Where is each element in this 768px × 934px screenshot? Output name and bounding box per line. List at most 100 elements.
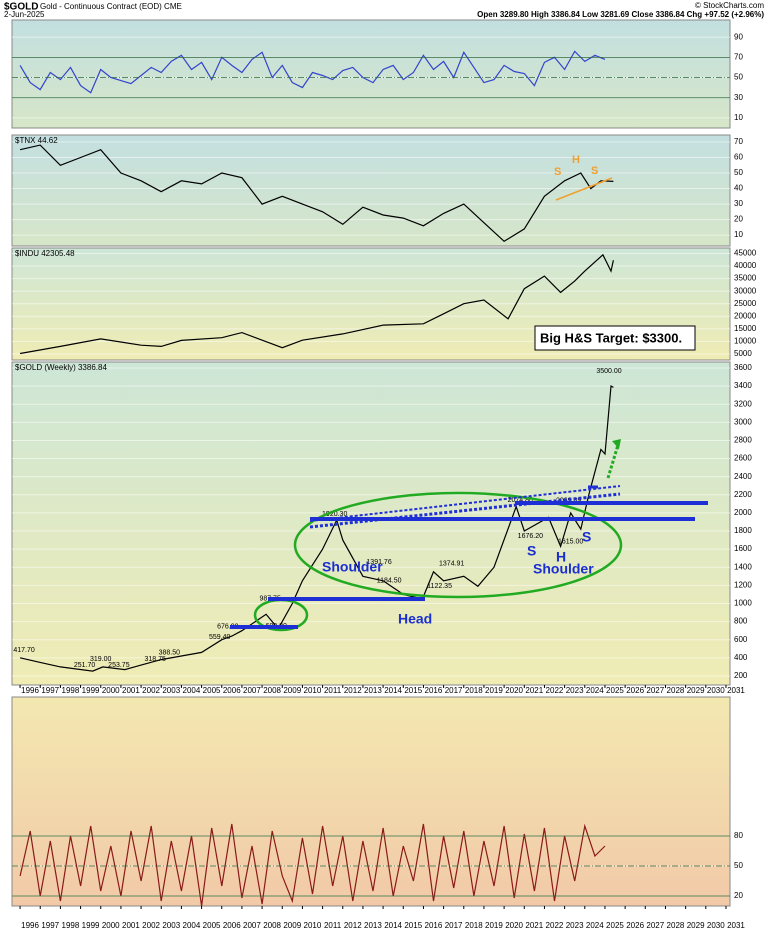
- x-tick-label: 2005: [203, 686, 221, 695]
- y-tick-label: 30: [734, 93, 743, 102]
- y-tick-label: 10: [734, 230, 743, 239]
- price-line: [19, 823, 606, 907]
- price-label: 1374.91: [439, 560, 464, 567]
- shoulder-right: Shoulder: [533, 561, 594, 577]
- price-label: 1122.35: [427, 583, 452, 590]
- y-tick-label: 30000: [734, 286, 757, 295]
- price-label: 251.70: [74, 662, 96, 669]
- y-tick-label: 3400: [734, 381, 752, 390]
- y-tick-label: 10000: [734, 337, 757, 346]
- x-tick-label: 2023: [566, 921, 584, 930]
- price-label: 3500.00: [596, 368, 621, 375]
- y-tick-label: 50: [734, 861, 743, 870]
- y-tick-label: 1400: [734, 562, 752, 571]
- y-tick-label: 1000: [734, 599, 752, 608]
- x-tick-label: 2007: [243, 686, 261, 695]
- y-tick-label: 35000: [734, 274, 757, 283]
- x-tick-label: 1996: [21, 921, 39, 930]
- price-label: 2074.80: [508, 497, 533, 504]
- small-h: H: [556, 549, 566, 565]
- x-tick-label: 2029: [687, 686, 705, 695]
- x-tick-label: 2030: [707, 921, 725, 930]
- x-tick-label: 2017: [445, 921, 463, 930]
- backgrounds: [11, 19, 731, 907]
- y-tick-label: 5000: [734, 349, 752, 358]
- y-tick-label: 25000: [734, 299, 757, 308]
- x-tick-label: 2019: [485, 686, 503, 695]
- y-tick-label: 30: [734, 199, 743, 208]
- x-tick-label: 2023: [566, 686, 584, 695]
- x-tick-label: 2006: [223, 686, 241, 695]
- y-tick-label: 40000: [734, 261, 757, 270]
- x-tick-label: 2000: [102, 921, 120, 930]
- price-label: 559.40: [209, 634, 231, 641]
- price-label: 388.50: [159, 650, 181, 657]
- y-tick-label: 3000: [734, 417, 752, 426]
- panel-title: $TNX 44.62: [15, 136, 58, 145]
- head: Head: [398, 611, 432, 627]
- y-tick-label: 70: [734, 137, 743, 146]
- y-tick-label: 50: [734, 168, 743, 177]
- panel-title: $INDU 42305.48: [15, 249, 75, 258]
- x-tick-label: 2011: [324, 686, 342, 695]
- x-tick-label: 2002: [142, 686, 160, 695]
- price-line: [19, 385, 614, 672]
- x-tick-label: 1999: [82, 921, 100, 930]
- y-tick-label: 40: [734, 184, 743, 193]
- x-tick-label: 2021: [525, 686, 543, 695]
- small-s2: S: [582, 529, 591, 545]
- panel: [11, 696, 731, 907]
- x-tick-label: 1997: [41, 921, 59, 930]
- x-tick-label: 2003: [162, 921, 180, 930]
- x-tick-label: 2022: [546, 686, 564, 695]
- x-tick-label: 2027: [646, 921, 664, 930]
- panel-title: $GOLD (Weekly) 3386.84: [15, 363, 107, 372]
- y-tick-label: 2800: [734, 436, 752, 445]
- y-tick-label: 2200: [734, 490, 752, 499]
- y-tick-label: 2400: [734, 472, 752, 481]
- x-tick-label: 2004: [183, 686, 201, 695]
- x-tick-label: 2030: [707, 686, 725, 695]
- x-tick-label: 2010: [304, 686, 322, 695]
- x-tick-label: 1998: [62, 686, 80, 695]
- x-tick-label: 2004: [183, 921, 201, 930]
- x-tick-label: 2014: [384, 921, 402, 930]
- x-tick-label: 2007: [243, 921, 261, 930]
- y-tick-label: 1800: [734, 526, 752, 535]
- x-tick-label: 2015: [404, 921, 422, 930]
- tnx-h: H: [572, 154, 580, 166]
- quote: Open 3289.80 High 3386.84 Low 3281.69 Cl…: [477, 10, 764, 19]
- y-tick-label: 600: [734, 635, 748, 644]
- x-tick-label: 1997: [41, 686, 59, 695]
- y-tick-label: 50: [734, 73, 743, 82]
- x-tick-label: 1996: [21, 686, 39, 695]
- y-tick-label: 80: [734, 831, 743, 840]
- price-line: [19, 144, 614, 243]
- x-tick-label: 2016: [425, 921, 443, 930]
- x-tick-label: 2013: [364, 686, 382, 695]
- panel: [11, 361, 731, 686]
- price-label: 318.75: [144, 656, 166, 663]
- x-tick-label: 2001: [122, 921, 140, 930]
- y-tick-label: 1600: [734, 544, 752, 553]
- name: Gold - Continuous Contract (EOD) CME: [40, 2, 182, 11]
- x-tick-label: 2011: [324, 921, 342, 930]
- x-tick-label: 2002: [142, 921, 160, 930]
- small-s: S: [527, 543, 536, 559]
- price-label: 1676.20: [518, 533, 543, 540]
- x-tick-label: 2022: [546, 921, 564, 930]
- x-tick-label: 2010: [304, 921, 322, 930]
- panel: [11, 134, 731, 247]
- y-tick-label: 20: [734, 891, 743, 900]
- x-tick-label: 2021: [525, 921, 543, 930]
- x-tick-label: 2005: [203, 921, 221, 930]
- price-label: 253.75: [108, 662, 130, 669]
- x-tick-label: 2016: [425, 686, 443, 695]
- y-tick-label: 1200: [734, 580, 752, 589]
- x-tick-label: 2019: [485, 921, 503, 930]
- price-label: 1391.76: [366, 559, 391, 566]
- x-tick-label: 2001: [122, 686, 140, 695]
- price-line: [19, 253, 614, 355]
- y-tick-label: 45000: [734, 249, 757, 258]
- shoulder-left: Shoulder: [322, 559, 383, 575]
